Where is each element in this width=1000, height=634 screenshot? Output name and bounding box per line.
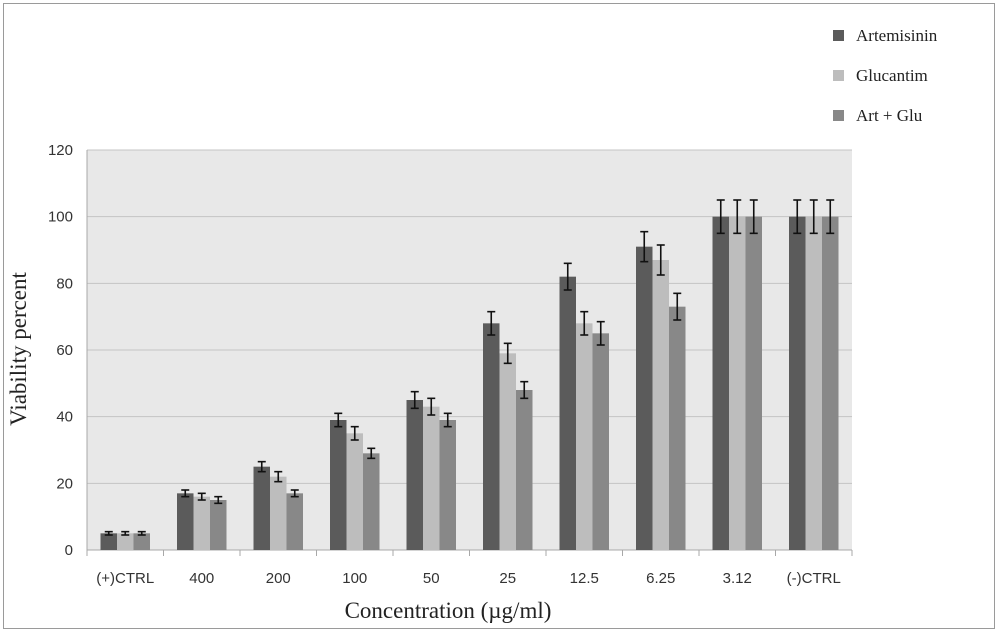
legend-label: Art + Glu [856, 106, 923, 125]
x-tick-label: 100 [342, 570, 367, 587]
x-tick-label: 6.25 [646, 570, 675, 587]
bar-artemisinin [253, 466, 270, 550]
bar-glucantim [576, 323, 593, 550]
x-tick-label: 50 [423, 570, 440, 587]
bar-glucantim [270, 476, 287, 550]
y-tick-label: 100 [48, 209, 73, 226]
legend-swatch [833, 70, 844, 81]
bar-glucantim [193, 496, 210, 550]
x-tick-label: 12.5 [570, 570, 599, 587]
bar-art-glu [133, 533, 150, 550]
legend-label: Artemisinin [856, 26, 938, 45]
bar-art-glu [669, 306, 686, 550]
x-tick-label: (+)CTRL [96, 570, 154, 587]
bar-glucantim [423, 406, 440, 550]
bar-art-glu [592, 333, 609, 550]
bar-artemisinin [177, 493, 194, 550]
y-tick-label: 120 [48, 142, 73, 159]
bar-artemisinin [636, 246, 653, 550]
y-tick-label: 20 [56, 475, 73, 492]
bar-artemisinin [406, 400, 423, 550]
y-axis-title: Viability percent [6, 271, 31, 425]
bar-artemisinin [483, 323, 500, 550]
y-tick-label: 80 [56, 275, 73, 292]
x-tick-label: (-)CTRL [787, 570, 841, 587]
bar-artemisinin [559, 276, 576, 550]
bar-glucantim [117, 533, 134, 550]
bar-glucantim [805, 216, 822, 550]
bar-chart: 0 20 40 60 80 100 120 (+)CTRL 400 200 100 50 25 12.5 6… [6, 26, 938, 623]
bar-glucantim [652, 260, 669, 550]
bar-artemisinin [100, 533, 117, 550]
chart-frame: 0 20 40 60 80 100 120 (+)CTRL 400 200 100 50 25 12.5 6… [3, 3, 995, 629]
bar-art-glu [822, 216, 839, 550]
legend-swatch [833, 110, 844, 121]
bar-art-glu [286, 493, 303, 550]
x-tick-label: 25 [499, 570, 516, 587]
legend: Artemisinin Glucantim Art + Glu [833, 26, 938, 125]
bar-art-glu [439, 420, 456, 550]
bar-glucantim [499, 353, 516, 550]
legend-label: Glucantim [856, 66, 928, 85]
y-tick-label: 0 [65, 542, 73, 559]
legend-swatch [833, 30, 844, 41]
x-tick-label: 400 [189, 570, 214, 587]
y-tick-label: 40 [56, 409, 73, 426]
bar-art-glu [516, 390, 533, 550]
bar-artemisinin [712, 216, 729, 550]
x-tick-label: 200 [266, 570, 291, 587]
bar-artemisinin [330, 420, 347, 550]
bar-art-glu [745, 216, 762, 550]
bar-artemisinin [789, 216, 806, 550]
bar-glucantim [729, 216, 746, 550]
bar-glucantim [346, 433, 363, 550]
x-tick-label: 3.12 [723, 570, 752, 587]
bar-art-glu [363, 453, 380, 550]
x-axis-title: Concentration (µg/ml) [345, 598, 552, 623]
bar-art-glu [210, 500, 227, 550]
y-tick-label: 60 [56, 342, 73, 359]
